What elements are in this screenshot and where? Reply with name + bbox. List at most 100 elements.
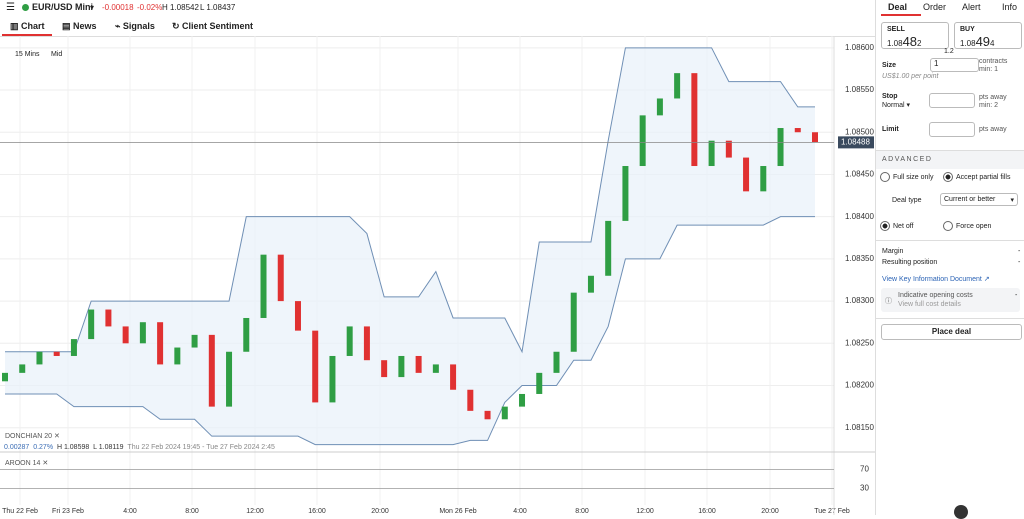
instrument[interactable]: EUR/USD Mini	[32, 2, 94, 12]
stat: H 1.08598	[56, 444, 90, 451]
radio	[943, 172, 953, 182]
tab-label: Signals	[122, 21, 155, 31]
tab[interactable]: ⌁ Signals	[115, 21, 155, 31]
chart: 1.08600 1.08550 1.08500 1.08450 1.08400 1.083…	[0, 36, 875, 515]
sell-button[interactable]: SELL 1.08482	[881, 22, 949, 49]
stop-type[interactable]: Normal ▾	[882, 102, 911, 109]
panel-tab[interactable]: Deal	[888, 2, 908, 12]
candle	[363, 326, 370, 361]
candle	[157, 322, 164, 365]
position-option[interactable]: Net off	[880, 221, 914, 231]
candle	[88, 309, 95, 340]
candle	[484, 410, 491, 420]
candle	[812, 132, 818, 143]
fill-option[interactable]: Full size only	[880, 172, 933, 182]
price-type[interactable]: Mid	[51, 51, 63, 58]
stat: L 1.08119	[93, 444, 124, 451]
change: -0.00018	[102, 3, 134, 12]
indicator-label: DONCHIAN 20	[5, 433, 53, 440]
candle	[381, 360, 388, 378]
timeframe[interactable]: 15 Mins	[15, 51, 40, 58]
option-text: Accept partial fills	[956, 173, 1011, 181]
tab[interactable]: ▥ Chart	[10, 21, 45, 31]
x-tick-label: Fri 23 Feb	[52, 508, 84, 515]
candle	[226, 351, 233, 407]
x-tick-label: 16:00	[698, 508, 716, 515]
resulting-value: -	[1018, 259, 1021, 266]
y-tick-label: 1.08300	[845, 296, 874, 305]
candle	[794, 128, 801, 133]
size-label: Size	[882, 62, 897, 69]
candle	[208, 334, 215, 407]
panel-tab[interactable]: Alert	[962, 2, 981, 12]
candle	[587, 275, 594, 293]
per-point: US$1.00 per point	[882, 73, 939, 80]
candle	[622, 166, 629, 221]
candle	[329, 355, 336, 403]
stop-type-text: Normal	[882, 102, 905, 109]
deal-type-select[interactable]: Current or better ▾	[940, 193, 1018, 206]
y-tick-label: 1.08400	[845, 212, 874, 221]
radio	[943, 221, 953, 231]
candle	[708, 140, 715, 167]
limit-input[interactable]	[929, 122, 975, 137]
market-status	[22, 4, 29, 11]
tab-label: Chart	[21, 21, 45, 31]
divider	[0, 36, 875, 37]
costs-value: -	[1015, 292, 1018, 299]
panel-tab[interactable]: Info	[1002, 2, 1018, 12]
x-tick-label: 8:00	[575, 508, 589, 515]
y-tick-label: 1.08550	[845, 85, 874, 94]
candle	[19, 364, 26, 373]
aroon-tick-label: 30	[860, 484, 869, 493]
low: L 1.08437	[200, 3, 236, 12]
candle	[536, 372, 543, 394]
x-tick-label: Thu 22 Feb	[2, 508, 38, 515]
channel-line	[5, 216, 815, 446]
tab[interactable]: ▤ News	[62, 21, 97, 31]
x-tick-label: 4:00	[513, 508, 527, 515]
costs-link[interactable]: View full cost details	[898, 301, 961, 308]
costs-box	[881, 288, 1020, 312]
buy-button[interactable]: BUY 1.08494	[954, 22, 1022, 49]
candle	[432, 364, 439, 373]
size-input[interactable]: 1	[930, 58, 979, 72]
aroon-label: AROON 14	[5, 460, 41, 467]
dropdown[interactable]: ▾	[90, 3, 95, 12]
candle	[725, 140, 732, 158]
position-option[interactable]: Force open	[943, 221, 991, 231]
radio	[880, 221, 890, 231]
divider	[876, 318, 1024, 319]
radio	[880, 172, 890, 182]
panel-tab[interactable]: Order	[923, 2, 947, 12]
current-price-label: 1.08488	[841, 137, 870, 146]
menu-icon[interactable]: ☰	[6, 2, 15, 13]
place-deal-button[interactable]: Place deal	[881, 324, 1022, 340]
candle	[174, 347, 181, 365]
candle	[260, 254, 267, 318]
divider	[876, 240, 1024, 241]
aroon-name: AROON 14 ✕	[5, 460, 49, 467]
candle	[294, 301, 301, 331]
advanced-header[interactable]	[876, 150, 1024, 169]
tab[interactable]: ↻ Client Sentiment	[172, 21, 254, 31]
fill-option[interactable]: Accept partial fills	[943, 172, 1010, 182]
price-part: 4	[990, 39, 995, 48]
candle	[501, 406, 508, 420]
aroon-tick-label: 70	[860, 465, 869, 474]
stop-input[interactable]	[929, 93, 975, 108]
y-tick-label: 1.08500	[845, 127, 874, 136]
deal-type-value: Current or better	[944, 196, 996, 203]
fab[interactable]	[954, 505, 968, 519]
candle	[450, 364, 457, 390]
kid-link[interactable]: View Key Information Document ↗	[882, 276, 990, 283]
candle	[243, 317, 250, 352]
candle	[519, 393, 526, 407]
sell-label: SELL	[887, 26, 905, 33]
candle	[2, 372, 8, 382]
candle	[674, 73, 681, 99]
x-tick-label: 16:00	[308, 508, 326, 515]
price-part: 49	[975, 34, 991, 49]
candle	[105, 309, 112, 327]
